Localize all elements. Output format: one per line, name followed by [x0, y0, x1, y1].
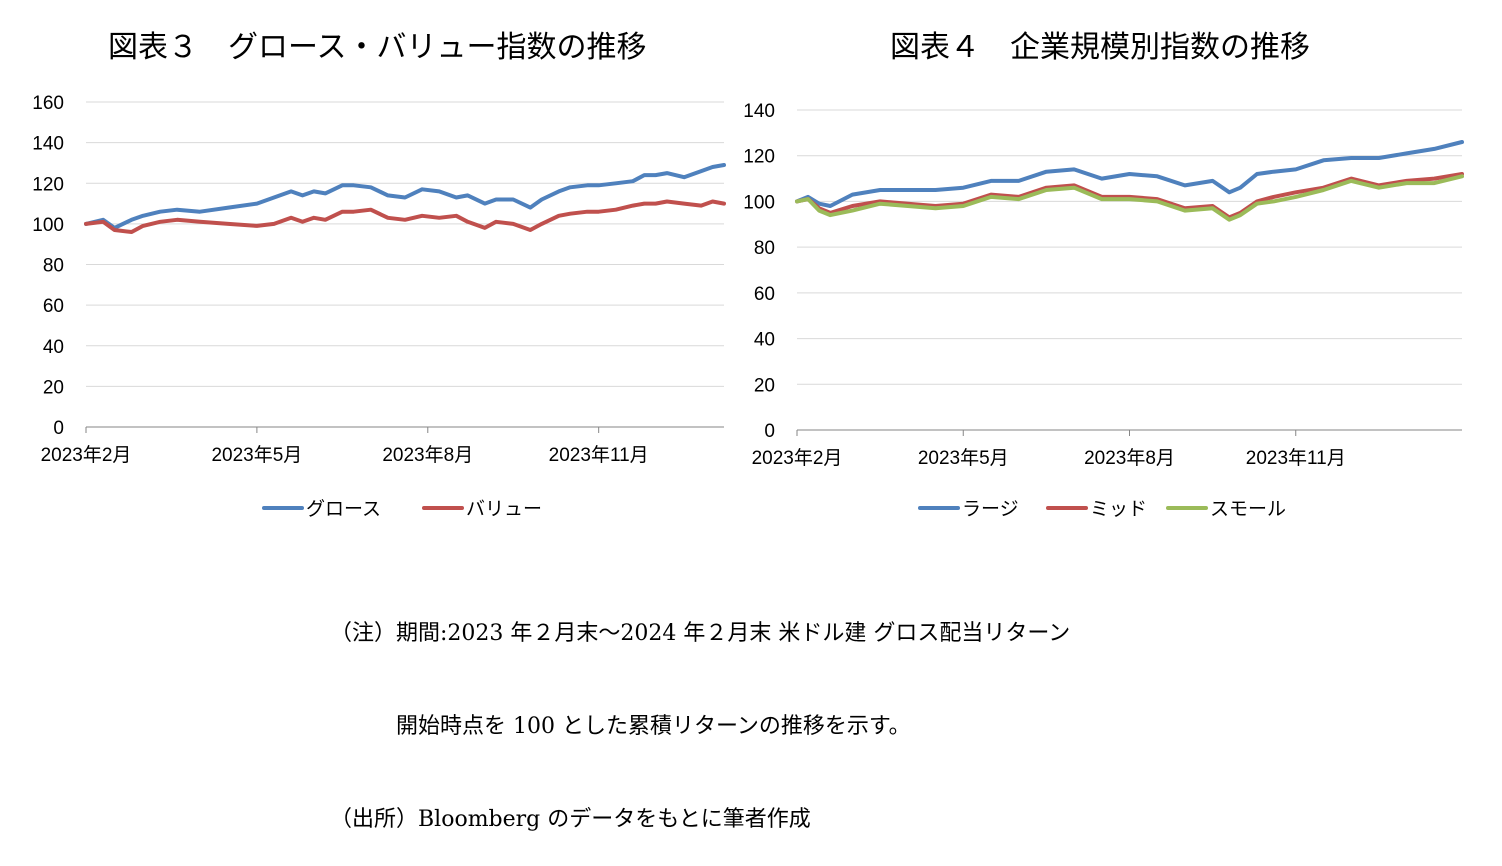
right-x-tick-label: 2023年5月 [918, 447, 1009, 469]
right-series-line [795, 174, 1464, 222]
right-x-tick-label: 2023年11月 [1246, 447, 1346, 469]
left-y-tick-label: 80 [43, 256, 64, 277]
notes: （注）期間:2023 年２月末～2024 年２月末 米ドル建 グロス配当リターン… [330, 556, 1070, 866]
left-y-tick-label: 160 [32, 93, 64, 114]
left-x-tick-label: 2023年8月 [382, 444, 473, 466]
right-series-line [795, 140, 1464, 208]
right-y-tick-label: 40 [754, 330, 775, 351]
right-series-line [795, 172, 1464, 220]
left-y-tick-label: 100 [32, 215, 64, 236]
note-description: 開始時点を 100 とした累積リターンの推移を示す。 [396, 714, 911, 739]
chart-title-right: 図表４ 企業規模別指数の推移 [890, 30, 1310, 65]
note-period: （注）期間:2023 年２月末～2024 年２月末 米ドル建 グロス配当リターン [330, 621, 1071, 646]
right-y-tick-label: 60 [754, 284, 775, 305]
left-y-tick-label: 60 [43, 296, 64, 317]
left-series-line [84, 199, 726, 234]
left-y-tick-label: 140 [32, 134, 64, 155]
right-y-tick-label: 140 [743, 101, 775, 122]
right-legend-label: スモール [1210, 498, 1286, 520]
note-source: （出所）Bloomberg のデータをもとに筆者作成 [330, 807, 811, 832]
size-index-chart: 0 20 40 60 80 100 120 140 2023年2月 2023年5月 2023年8月 2… [743, 101, 1464, 520]
left-x-tick-label: 2023年11月 [549, 444, 649, 466]
left-y-tick-label: 20 [43, 377, 64, 398]
right-legend-label: ミッド [1090, 498, 1147, 520]
left-series-line [84, 163, 726, 230]
left-y-tick-label: 40 [43, 337, 64, 358]
right-y-tick-label: 80 [754, 238, 775, 259]
left-legend-label: グロース [306, 498, 381, 520]
left-x-tick-label: 2023年5月 [211, 444, 302, 466]
left-y-tick-label: 120 [32, 174, 64, 195]
growth-value-chart: 0 20 40 60 80 100 120 140 160 2023年2月 2023年5月 2023年… [32, 93, 726, 520]
right-legend-label: ラージ [962, 498, 1019, 520]
right-y-tick-label: 100 [743, 192, 775, 213]
left-x-tick-label: 2023年2月 [41, 444, 132, 466]
right-x-tick-label: 2023年8月 [1084, 447, 1175, 469]
right-y-tick-label: 120 [743, 147, 775, 168]
right-y-tick-label: 20 [754, 375, 775, 396]
right-y-tick-label: 0 [764, 421, 775, 442]
chart-title-left: 図表３ グロース・バリュー指数の推移 [108, 30, 647, 65]
right-x-tick-label: 2023年2月 [752, 447, 843, 469]
left-legend-label: バリュー [466, 498, 542, 520]
left-y-tick-label: 0 [53, 418, 64, 439]
